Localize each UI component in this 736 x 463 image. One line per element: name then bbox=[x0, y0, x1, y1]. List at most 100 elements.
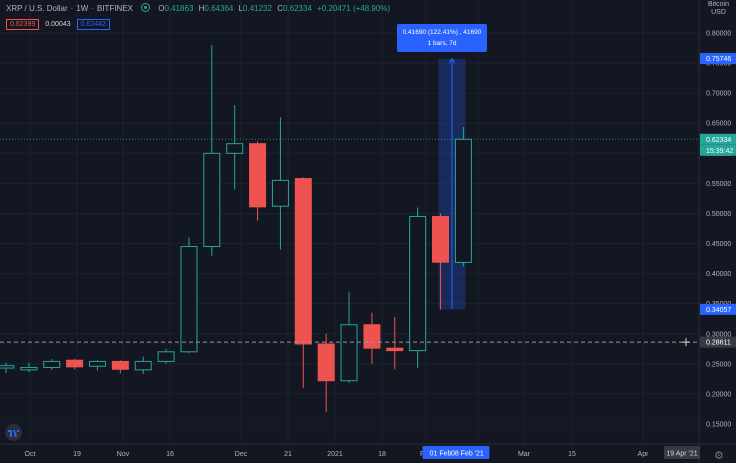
candle-body-up bbox=[20, 366, 38, 371]
x-tick-label: 16 bbox=[166, 451, 174, 458]
candle-body-down bbox=[249, 143, 267, 208]
price-label-bg bbox=[700, 133, 736, 145]
candle-body-down bbox=[66, 359, 84, 368]
candle-body-down bbox=[111, 360, 129, 370]
x-tick-label: Dec bbox=[235, 451, 248, 458]
y-tick-label: 0.55000 bbox=[706, 181, 731, 188]
currency-label-line2: USD bbox=[711, 9, 726, 16]
candle-body-up bbox=[454, 138, 472, 263]
bid-price[interactable]: 0.62399 bbox=[6, 19, 40, 30]
candle-body-up bbox=[226, 143, 244, 154]
candle bbox=[203, 45, 221, 256]
candle-body-up bbox=[271, 179, 289, 207]
candle bbox=[43, 359, 61, 370]
price-label-text: 0.62334 bbox=[706, 137, 731, 144]
candle bbox=[454, 127, 472, 267]
low-key: L bbox=[238, 4, 244, 13]
high-key: H bbox=[198, 4, 205, 13]
candle bbox=[157, 348, 175, 364]
measure-change: 0.41690 (122.41%) , 41690 bbox=[402, 29, 482, 36]
candle bbox=[294, 177, 312, 388]
x-tick-label: Oct bbox=[25, 451, 36, 458]
candle bbox=[249, 141, 267, 221]
y-tick-label: 0.20000 bbox=[706, 391, 731, 398]
x-tick-label: 19 bbox=[73, 451, 81, 458]
x-tick-label: Mar bbox=[518, 451, 531, 458]
candle-body-down bbox=[294, 178, 312, 345]
tradingview-logo-icon[interactable] bbox=[5, 424, 22, 441]
candle bbox=[66, 359, 84, 370]
candle-body-up bbox=[203, 152, 221, 248]
price-label-text: 0.75746 bbox=[706, 56, 731, 63]
candle-body-up bbox=[340, 324, 358, 382]
y-tick-label: 0.30000 bbox=[706, 331, 731, 338]
y-tick-label: 0.40000 bbox=[706, 271, 731, 278]
candle bbox=[340, 291, 358, 384]
price-label-measure: 0.75746 bbox=[700, 53, 736, 65]
candle bbox=[134, 356, 152, 375]
close-key: C bbox=[277, 4, 283, 13]
currency-label-line1: Bitcoin bbox=[708, 1, 730, 8]
candle-body-up bbox=[88, 360, 106, 367]
x-range-start: 01 Feb bbox=[430, 451, 452, 458]
market-status-icon bbox=[141, 3, 151, 12]
high-value: 0.64364 bbox=[204, 4, 234, 13]
y-tick-label: 0.80000 bbox=[706, 31, 731, 38]
price-label-bg bbox=[700, 144, 736, 156]
measure-bars: 1 bars, 7d bbox=[427, 40, 457, 47]
candle-body-down bbox=[386, 347, 404, 352]
price-label-crosshair: 0.28611 bbox=[700, 336, 736, 348]
x-tick-label: 21 bbox=[284, 451, 292, 458]
x-end-bg bbox=[664, 446, 700, 459]
price-label-text: 0.34057 bbox=[706, 307, 731, 314]
interval-label[interactable]: 1W bbox=[76, 4, 89, 13]
x-end-label: 19 Apr '21 bbox=[664, 446, 700, 459]
measure-arrow-head bbox=[448, 57, 456, 64]
measure-tooltip: 0.41690 (122.41%) , 41690 1 bars, 7d bbox=[397, 24, 487, 52]
price-label-measure: 0.34057 bbox=[700, 303, 736, 315]
candle-body-up bbox=[134, 360, 152, 371]
candle bbox=[409, 207, 427, 369]
candle bbox=[88, 360, 106, 371]
y-tick-label: 0.25000 bbox=[706, 361, 731, 368]
symbol-name[interactable]: XRP / U.S. Dollar bbox=[6, 4, 68, 13]
candle bbox=[317, 333, 335, 412]
x-range-bg bbox=[422, 446, 490, 459]
y-tick-label: 0.70000 bbox=[706, 91, 731, 98]
candle bbox=[363, 312, 381, 364]
y-tick-label: 0.15000 bbox=[706, 422, 731, 429]
candle bbox=[20, 362, 38, 373]
x-range-labels: 01 Feb 08 Feb '21 bbox=[422, 446, 490, 459]
ask-price[interactable]: 0.62442 bbox=[76, 19, 110, 30]
currency-label[interactable]: Bitcoin USD bbox=[708, 1, 729, 17]
y-tick-label: 0.50000 bbox=[706, 211, 731, 218]
y-tick-label: 0.65000 bbox=[706, 121, 731, 128]
candle bbox=[271, 117, 289, 250]
change-value: +0.20471 (+48.90%) bbox=[317, 4, 391, 13]
low-value: 0.41232 bbox=[243, 4, 272, 13]
candle-body-up bbox=[157, 351, 175, 362]
x-tick-label: Nov bbox=[117, 451, 130, 458]
gear-icon[interactable]: ⚙ bbox=[714, 450, 724, 462]
price-label-text: 15:39:42 bbox=[706, 148, 733, 155]
open-key: O bbox=[158, 4, 165, 13]
candle bbox=[0, 362, 15, 373]
symbol-legend[interactable]: XRP / U.S. Dollar · 1W · BITFINEX O0.41863 H… bbox=[6, 3, 391, 13]
price-label-bg bbox=[700, 53, 736, 65]
exchange-label: BITFINEX bbox=[97, 4, 134, 13]
x-tick-label: 18 bbox=[378, 451, 386, 458]
price-label-last: 0.62334 bbox=[700, 133, 736, 145]
candle bbox=[386, 316, 404, 370]
price-label-countdown: 15:39:42 bbox=[700, 144, 736, 156]
candle-body-down bbox=[363, 324, 381, 349]
candle bbox=[111, 360, 129, 374]
x-tick-label: 15 bbox=[568, 451, 576, 458]
x-end-text: 19 Apr '21 bbox=[666, 451, 697, 458]
candle bbox=[180, 237, 198, 354]
x-tick-label: 2021 bbox=[327, 451, 343, 458]
price-label-bg bbox=[700, 303, 736, 315]
candle-body-up bbox=[409, 215, 427, 352]
candle-body-up bbox=[180, 246, 198, 353]
